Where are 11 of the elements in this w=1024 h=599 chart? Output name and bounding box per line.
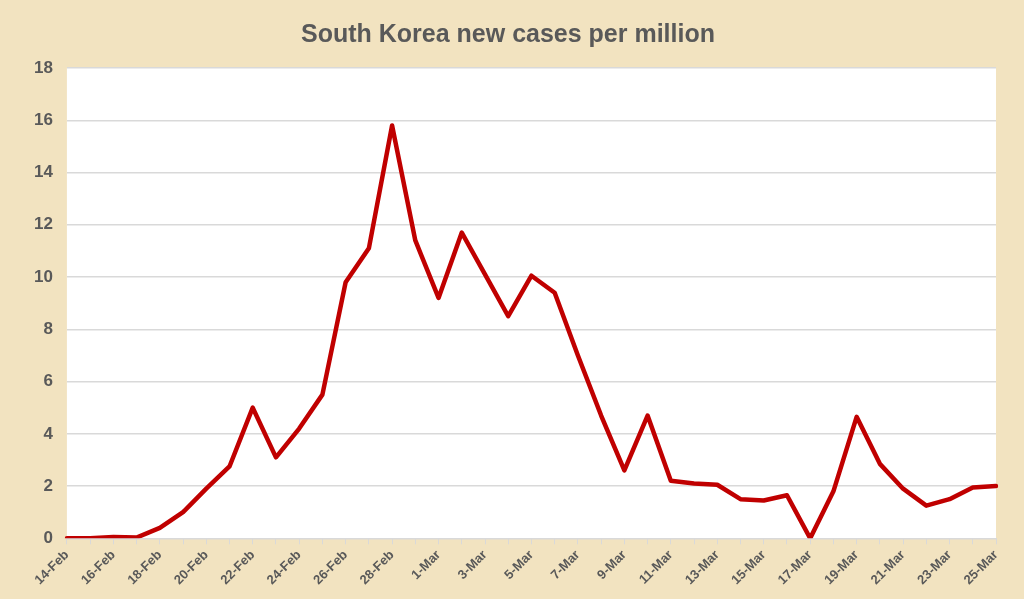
y-tick-label: 16 xyxy=(33,109,53,129)
y-tick-label: 2 xyxy=(43,475,53,495)
y-tick-label: 14 xyxy=(33,162,54,182)
y-tick-label: 6 xyxy=(43,371,53,391)
y-tick-label: 12 xyxy=(33,214,53,234)
y-tick-label: 0 xyxy=(43,528,53,548)
y-tick-label: 18 xyxy=(33,57,53,77)
y-tick-label: 10 xyxy=(33,266,53,286)
y-tick-label: 4 xyxy=(43,423,54,443)
chart-title: South Korea new cases per million xyxy=(300,18,716,47)
y-tick-label: 8 xyxy=(43,318,53,338)
